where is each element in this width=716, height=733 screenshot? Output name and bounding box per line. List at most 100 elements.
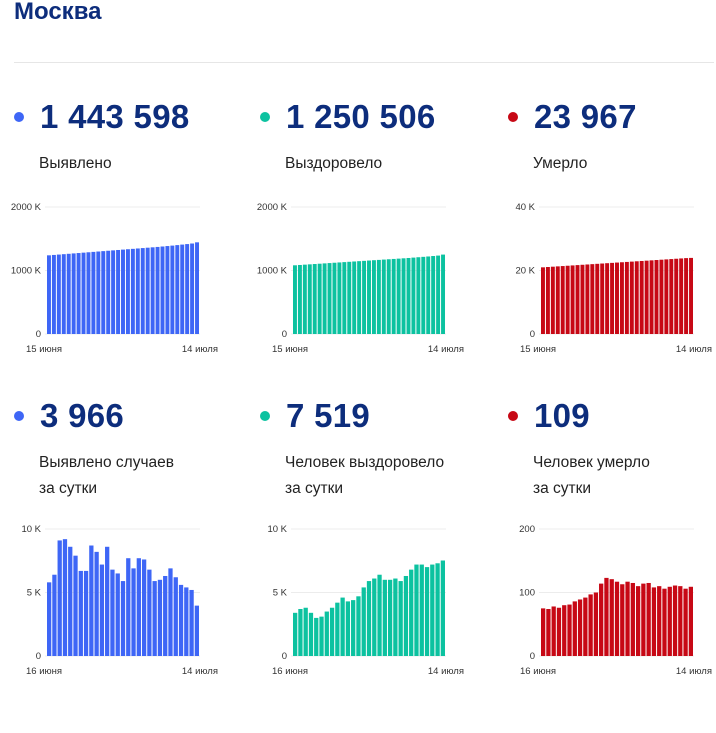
- bar: [595, 263, 600, 334]
- bar: [609, 579, 614, 656]
- bar: [426, 256, 431, 334]
- bar: [314, 617, 319, 656]
- bar: [303, 607, 308, 656]
- bar: [674, 258, 679, 334]
- y-tick-label: 20 K: [515, 266, 535, 277]
- legend-dot-icon: [508, 112, 518, 122]
- bar: [319, 616, 324, 656]
- bar: [635, 586, 641, 656]
- bar: [662, 588, 667, 656]
- bar: [178, 584, 184, 656]
- bar: [185, 244, 190, 334]
- bar: [189, 589, 194, 656]
- stat-card-detected-total: 1 443 598 Выявлено 0 1000 K 2000 K 15 июня 14 …: [11, 94, 246, 434]
- bar: [83, 570, 89, 656]
- bar: [431, 256, 436, 334]
- chart-died-total: 0 20 K 40 K 15 июня 14 июля: [515, 202, 712, 355]
- bar: [96, 251, 101, 334]
- bar: [414, 564, 419, 656]
- chart-detected-total: 0 1000 K 2000 K 15 июня 14 июля: [11, 202, 218, 355]
- bar: [51, 254, 56, 334]
- bar: [298, 609, 303, 656]
- stat-label-line1: Выявлено случаев: [39, 454, 174, 471]
- bar: [593, 592, 599, 656]
- bar: [173, 577, 178, 656]
- bar: [567, 604, 572, 656]
- bar: [147, 569, 152, 656]
- bar: [66, 253, 71, 334]
- bar: [47, 255, 51, 334]
- bar: [575, 265, 580, 334]
- bar: [194, 605, 199, 656]
- bar: [357, 261, 362, 334]
- bar: [440, 560, 445, 656]
- stat-label: Выявлено: [39, 151, 112, 177]
- bar: [190, 243, 195, 334]
- bar: [61, 254, 66, 334]
- bar: [619, 262, 624, 334]
- stat-value: 109: [534, 397, 590, 434]
- stat-label-line2: за сутки: [39, 480, 98, 497]
- bar: [366, 581, 372, 656]
- bar: [351, 600, 356, 656]
- x-end-label: 14 июля: [182, 666, 218, 677]
- bar: [382, 579, 387, 656]
- bar: [614, 581, 620, 656]
- y-tick-label: 0: [530, 651, 535, 662]
- bar: [436, 255, 441, 334]
- bar: [293, 265, 297, 334]
- bar: [651, 587, 657, 656]
- bar: [342, 262, 347, 334]
- bar: [195, 242, 199, 334]
- bar: [386, 259, 391, 334]
- legend-dot-icon: [14, 112, 24, 122]
- bar: [421, 256, 426, 334]
- bar: [293, 612, 298, 656]
- bar: [56, 254, 61, 334]
- y-tick-label: 40 K: [515, 202, 535, 213]
- x-start-label: 15 июня: [272, 344, 308, 355]
- bar: [605, 263, 610, 334]
- bar: [152, 581, 157, 656]
- bar: [620, 584, 625, 656]
- y-tick-label: 0: [282, 329, 287, 340]
- stat-label-line1: Человек умерло: [533, 454, 650, 471]
- bar: [572, 601, 577, 656]
- bar: [105, 546, 110, 656]
- bar: [361, 587, 366, 656]
- stat-label: Человек выздоровело за сутки: [285, 450, 444, 502]
- bar: [391, 258, 396, 334]
- bar: [76, 253, 81, 334]
- legend-dot-icon: [260, 411, 270, 421]
- bar: [135, 248, 140, 334]
- bar: [165, 246, 170, 334]
- stat-label-line1: Выздоровело: [285, 155, 383, 172]
- bar: [110, 569, 115, 656]
- stat-label-line2: за сутки: [285, 480, 344, 497]
- bar: [562, 605, 567, 656]
- bar: [430, 564, 435, 656]
- bar: [664, 259, 669, 334]
- bar: [136, 558, 141, 656]
- bar: [145, 247, 150, 334]
- y-tick-label: 0: [530, 329, 535, 340]
- bar: [121, 249, 125, 334]
- chart-recovered-total: 0 1000 K 2000 K 15 июня 14 июля: [257, 202, 464, 355]
- stat-row: 109: [508, 393, 590, 439]
- bar: [352, 261, 357, 334]
- bar: [657, 586, 662, 656]
- bar: [588, 594, 593, 656]
- bar: [160, 246, 165, 334]
- bar: [659, 259, 664, 334]
- bar: [641, 583, 646, 656]
- bar: [590, 264, 595, 334]
- x-start-label: 16 июня: [520, 666, 556, 677]
- stat-label: Выздоровело: [285, 151, 382, 177]
- bar: [155, 246, 160, 334]
- bar: [577, 599, 583, 656]
- bar: [329, 607, 335, 656]
- bar: [140, 248, 145, 334]
- bar: [302, 264, 307, 334]
- legend-dot-icon: [260, 112, 270, 122]
- bar: [371, 260, 376, 334]
